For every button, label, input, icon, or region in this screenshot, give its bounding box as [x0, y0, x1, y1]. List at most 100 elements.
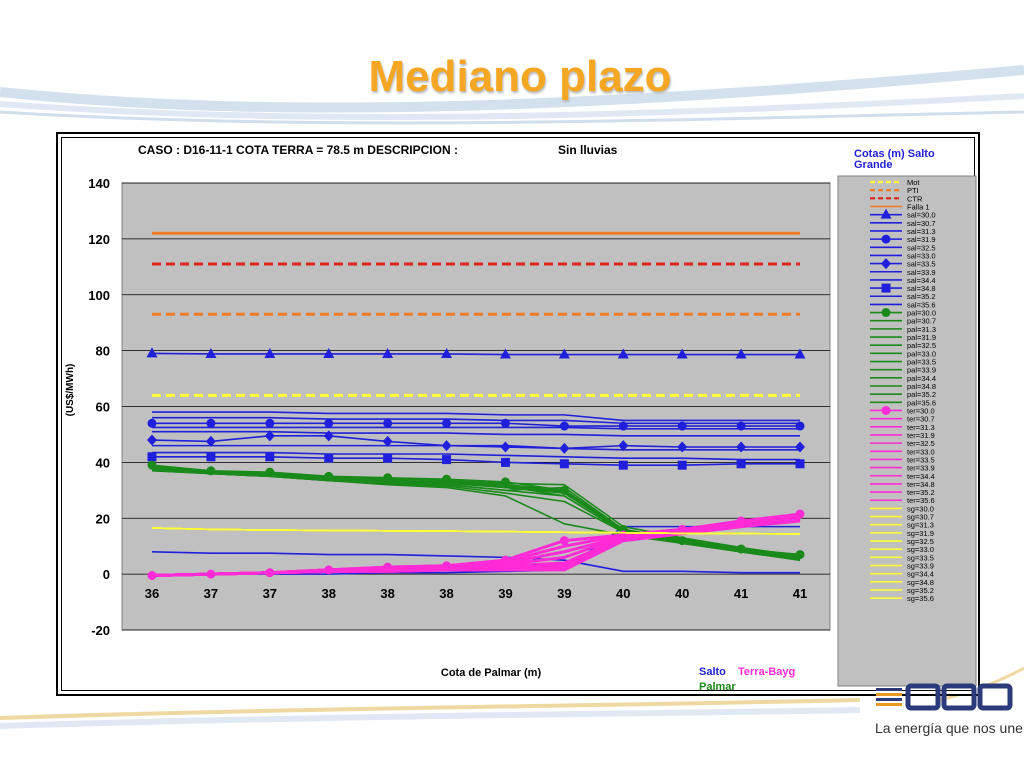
- y-tick-label: 80: [96, 344, 110, 359]
- series-line: [152, 455, 800, 466]
- brand-tagline: La energía que nos une: [875, 720, 1023, 736]
- data-point: [442, 455, 452, 465]
- legend-item: sal=33.0: [870, 251, 936, 260]
- legend-label: sg=34.4: [907, 570, 934, 579]
- legend-label: pal=35.6: [907, 398, 936, 407]
- y-axis-label: (US$/MWh): [65, 364, 76, 417]
- legend-item: ter=34.8: [870, 480, 935, 489]
- legend-label: sg=33.9: [907, 562, 934, 571]
- y-tick-label: 20: [96, 511, 110, 526]
- legend-label: ter=30.0: [907, 406, 935, 415]
- legend-item: sg=33.9: [870, 562, 934, 571]
- legend-label: ter=33.9: [907, 464, 935, 473]
- data-point: [558, 348, 570, 359]
- data-point: [146, 347, 158, 358]
- data-point: [795, 459, 805, 469]
- data-point: [559, 459, 569, 469]
- legend-item: sal=34.4: [870, 276, 936, 285]
- data-point: [499, 348, 511, 359]
- series-sal-34-4: [152, 451, 800, 461]
- series-line: [151, 467, 801, 557]
- legend-label: sal=30.0: [907, 211, 936, 220]
- series-sal-34-8: [147, 452, 805, 470]
- data-point: [323, 347, 335, 358]
- series-line: [152, 416, 800, 425]
- series-sal-30-7: [152, 411, 800, 422]
- legend-item: CTR: [870, 194, 923, 203]
- legend-item: ter=35.6: [870, 496, 935, 505]
- x-tick-label: 38: [380, 586, 394, 601]
- series-ter-35-6: [151, 519, 801, 578]
- data-point: [735, 348, 747, 359]
- x-tick-label: 37: [204, 586, 218, 601]
- legend-label: CTR: [907, 194, 923, 203]
- series-line: [151, 519, 801, 578]
- legend-item: sal=35.6: [870, 300, 936, 309]
- legend-item: Mot: [870, 178, 920, 187]
- data-point: [500, 418, 510, 428]
- data-point: [206, 452, 216, 462]
- series-line: [151, 469, 801, 561]
- series-sal-33-0: [152, 430, 800, 437]
- data-point: [382, 347, 394, 358]
- legend-label: pal=33.5: [907, 358, 936, 367]
- legend-item: pal=31.3: [870, 325, 936, 334]
- x-tick-label: 38: [321, 586, 335, 601]
- legend-label: sal=35.6: [907, 300, 936, 309]
- legend-label: sal=30.7: [907, 219, 936, 228]
- legend-label: pal=31.9: [907, 333, 936, 342]
- legend-item: pal=30.7: [870, 317, 936, 326]
- legend-item: sal=31.3: [870, 227, 936, 236]
- legend-item: sg=33.0: [870, 545, 934, 554]
- data-point: [500, 457, 510, 467]
- legend-label: ter=31.3: [907, 423, 935, 432]
- data-point: [264, 430, 275, 442]
- y-tick-label: 40: [96, 455, 110, 470]
- y-tick-label: 120: [88, 232, 110, 247]
- x-axis-label: Cota de Palmar (m): [441, 667, 542, 679]
- legend-label: sg=32.5: [907, 537, 934, 546]
- data-point: [794, 348, 806, 359]
- chart-subtitle: Sin lluvias: [558, 143, 618, 157]
- legend-item: sg=34.8: [870, 578, 934, 587]
- x-tick-label: 41: [734, 586, 748, 601]
- legend-item: sg=32.5: [870, 537, 934, 546]
- legend-item: sg=34.4: [870, 570, 934, 579]
- legend-label: sg=30.0: [907, 504, 934, 513]
- data-point: [147, 452, 157, 462]
- legend-label: Falla 1: [907, 202, 930, 211]
- legend-item: pal=35.2: [870, 390, 936, 399]
- data-point: [147, 418, 157, 428]
- legend-item: sg=31.3: [870, 521, 934, 530]
- legend-item: sg=35.6: [870, 594, 934, 603]
- legend-item: pal=30.0: [870, 308, 936, 318]
- series-sal-31-3: [152, 416, 800, 425]
- legend-label: pal=31.3: [907, 325, 936, 334]
- series-pal-34-8: [151, 469, 801, 561]
- legend-label: ter=34.8: [907, 480, 935, 489]
- data-point: [559, 421, 569, 431]
- series-line: [151, 352, 800, 356]
- legend-item: ter=33.5: [870, 455, 935, 464]
- legend-item: ter=30.0: [870, 405, 935, 415]
- legend-label: ter=35.6: [907, 496, 935, 505]
- series-sal-33-9: [152, 444, 800, 451]
- x-tick-label: 40: [616, 586, 630, 601]
- x-tick-label: 41: [793, 586, 807, 601]
- legend-label: sg=34.8: [907, 578, 934, 587]
- legend-label: sal=33.5: [907, 260, 936, 269]
- legend-label: sg=31.9: [907, 529, 934, 538]
- group-label: Salto: [699, 666, 726, 678]
- series-sal-35-2: [151, 550, 800, 574]
- data-point: [677, 460, 687, 470]
- data-point: [264, 347, 276, 358]
- legend-item: PTI: [870, 186, 919, 195]
- legend-item: sal=35.2: [870, 292, 936, 301]
- legend-label: sal=31.3: [907, 227, 936, 236]
- series-line: [152, 451, 800, 461]
- series-sg-35-6: [151, 527, 801, 535]
- legend-item: pal=33.9: [870, 366, 936, 375]
